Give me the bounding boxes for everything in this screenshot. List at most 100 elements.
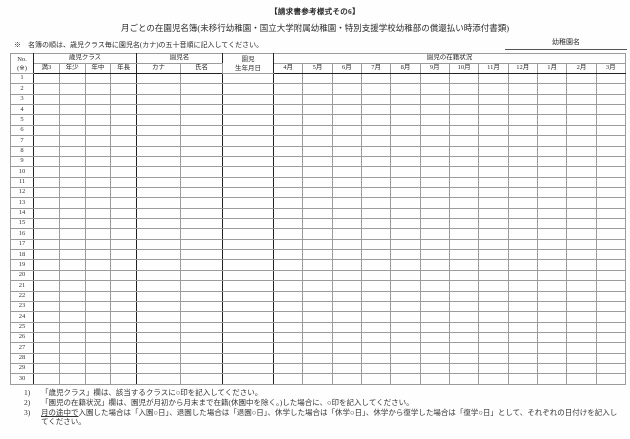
row-number: 20 <box>10 269 34 282</box>
empty-cell <box>272 238 304 251</box>
empty-cell <box>58 218 86 230</box>
empty-cell <box>331 269 362 282</box>
empty-cell <box>302 238 333 251</box>
empty-cell <box>390 218 421 230</box>
empty-cell <box>507 363 538 375</box>
empty-cell <box>360 155 392 168</box>
empty-cell <box>390 352 421 365</box>
empty-cell <box>419 186 450 199</box>
empty-cell <box>478 124 509 137</box>
table-row: 17 <box>10 238 626 251</box>
empty-cell <box>222 269 274 282</box>
empty-cell <box>222 72 274 85</box>
empty-cell <box>478 290 509 302</box>
empty-cell <box>390 331 421 344</box>
empty-cell <box>390 238 421 251</box>
empty-cell <box>302 114 333 126</box>
empty-cell <box>180 363 223 375</box>
empty-cell <box>84 342 112 354</box>
empty-cell <box>360 311 392 323</box>
empty-cell <box>595 145 626 157</box>
empty-cell <box>58 269 86 282</box>
empty-cell <box>419 269 450 282</box>
empty-cell <box>478 300 509 313</box>
empty-cell <box>180 166 223 178</box>
empty-cell <box>272 166 304 178</box>
empty-cell <box>536 342 568 354</box>
empty-cell <box>33 342 60 354</box>
row-number: 17 <box>10 238 34 251</box>
empty-cell <box>180 280 223 292</box>
empty-cell <box>448 207 480 220</box>
empty-cell <box>536 218 568 230</box>
empty-cell <box>331 363 362 375</box>
empty-cell <box>110 124 137 137</box>
empty-cell <box>536 124 568 137</box>
empty-cell <box>448 197 480 209</box>
empty-cell <box>222 331 274 344</box>
empty-cell <box>507 259 538 271</box>
empty-cell <box>507 186 538 199</box>
empty-cell <box>110 342 137 354</box>
empty-cell <box>360 176 392 188</box>
table-row: 6 <box>10 124 626 137</box>
column-header-man3: 満3 <box>33 63 60 74</box>
empty-cell <box>448 249 480 261</box>
empty-cell <box>136 166 181 178</box>
empty-cell <box>180 269 223 282</box>
empty-cell <box>58 104 86 116</box>
empty-cell <box>419 104 450 116</box>
table-row: 29 <box>10 363 626 375</box>
empty-cell <box>595 363 626 375</box>
row-number: 4 <box>10 104 34 116</box>
empty-cell <box>478 280 509 292</box>
table-row: 26 <box>10 331 626 344</box>
empty-cell <box>84 145 112 157</box>
empty-cell <box>222 290 274 302</box>
empty-cell <box>536 373 568 385</box>
empty-cell <box>302 135 333 147</box>
empty-cell <box>360 331 392 344</box>
empty-cell <box>566 145 597 157</box>
empty-cell <box>507 207 538 220</box>
empty-cell <box>58 166 86 178</box>
empty-cell <box>222 83 274 95</box>
empty-cell <box>331 218 362 230</box>
empty-cell <box>272 218 304 230</box>
empty-cell <box>595 135 626 147</box>
empty-cell <box>507 238 538 251</box>
row-number: 15 <box>10 218 34 230</box>
empty-cell <box>222 197 274 209</box>
empty-cell <box>331 228 362 240</box>
empty-cell <box>536 280 568 292</box>
empty-cell <box>478 269 509 282</box>
empty-cell <box>331 93 362 106</box>
empty-cell <box>222 228 274 240</box>
empty-cell <box>302 259 333 271</box>
empty-cell <box>507 135 538 147</box>
empty-cell <box>331 145 362 157</box>
column-header-no: No. (※) <box>10 53 34 74</box>
empty-cell <box>360 238 392 251</box>
empty-cell <box>566 155 597 168</box>
empty-cell <box>595 155 626 168</box>
empty-cell <box>360 259 392 271</box>
empty-cell <box>136 104 181 116</box>
empty-cell <box>58 249 86 261</box>
table-row: 2 <box>10 83 626 95</box>
empty-cell <box>331 83 362 95</box>
empty-cell <box>272 311 304 323</box>
empty-cell <box>478 218 509 230</box>
empty-cell <box>419 280 450 292</box>
empty-cell <box>33 155 60 168</box>
empty-cell <box>448 104 480 116</box>
empty-cell <box>33 249 60 261</box>
empty-cell <box>222 114 274 126</box>
empty-cell <box>507 124 538 137</box>
empty-cell <box>222 352 274 365</box>
empty-cell <box>448 238 480 251</box>
empty-cell <box>302 363 333 375</box>
empty-cell <box>272 145 304 157</box>
empty-cell <box>84 373 112 385</box>
empty-cell <box>84 311 112 323</box>
